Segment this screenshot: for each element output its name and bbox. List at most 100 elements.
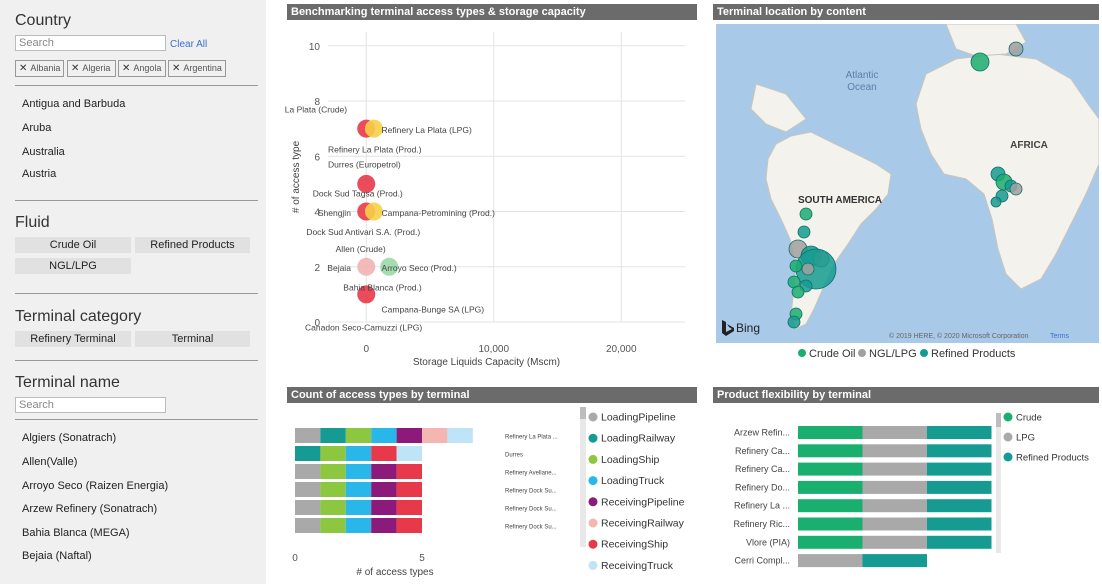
country-item[interactable]: Austria: [22, 168, 57, 180]
bar-segment[interactable]: [320, 500, 346, 515]
scatter-point[interactable]: [380, 257, 399, 276]
bar-segment[interactable]: [371, 446, 397, 461]
bar-segment[interactable]: [927, 426, 992, 439]
remove-icon[interactable]: ✕: [19, 63, 28, 74]
bar-segment[interactable]: [320, 518, 346, 533]
bar-segment[interactable]: [927, 480, 992, 494]
bar-segment[interactable]: [295, 518, 321, 533]
bar-segment[interactable]: [798, 480, 863, 494]
terminal-marker[interactable]: [990, 196, 1002, 208]
bar-segment[interactable]: [798, 426, 863, 439]
bar-segment[interactable]: [345, 518, 372, 533]
bar-segment[interactable]: [862, 444, 928, 458]
bar-segment[interactable]: [862, 462, 928, 476]
country-chip-angola[interactable]: ✕ Angola: [118, 60, 166, 77]
bar-segment[interactable]: [345, 428, 372, 443]
bar-segment[interactable]: [447, 428, 473, 443]
bar-segment[interactable]: [345, 464, 372, 479]
bar-segment[interactable]: [862, 517, 928, 531]
bar-segment[interactable]: [295, 464, 321, 479]
bar-segment[interactable]: [371, 518, 397, 533]
bar-segment[interactable]: [396, 464, 422, 479]
remove-icon[interactable]: ✕: [172, 63, 181, 74]
terminal-map[interactable]: Atlantic Ocean AFRICA SOUTH AMERICA Bing…: [716, 24, 1099, 343]
product-flexibility-chart[interactable]: Arzew Refin... Refinery Ca... Refinery Ca.…: [713, 405, 1102, 580]
bar-segment[interactable]: [927, 462, 992, 476]
bar-segment[interactable]: [862, 480, 928, 494]
country-item[interactable]: Australia: [22, 146, 65, 158]
terminal-item[interactable]: Allen(Valle): [22, 456, 78, 468]
terminal-marker[interactable]: [970, 52, 990, 72]
terminal-marker[interactable]: [1009, 182, 1023, 196]
bar-segment[interactable]: [320, 482, 346, 497]
bar-segment[interactable]: [798, 499, 863, 513]
bar-segment[interactable]: [396, 518, 422, 533]
category-terminal-button[interactable]: Terminal: [135, 331, 250, 347]
bar-segment[interactable]: [396, 446, 422, 461]
bar-segment[interactable]: [862, 554, 928, 568]
terminal-marker[interactable]: [789, 259, 803, 273]
terminal-marker[interactable]: [791, 285, 805, 299]
country-search-input[interactable]: Search: [15, 35, 166, 51]
bar-segment[interactable]: [798, 554, 863, 568]
legend-scrollbar-thumb[interactable]: [580, 407, 586, 419]
bar-segment[interactable]: [345, 500, 372, 515]
bar-segment[interactable]: [798, 444, 863, 458]
terminal-marker[interactable]: [787, 315, 801, 329]
terminal-item[interactable]: Algiers (Sonatrach): [22, 432, 117, 444]
country-chip-algeria[interactable]: ✕ Algeria: [67, 60, 116, 77]
scatter-point[interactable]: [357, 257, 376, 276]
bar-segment[interactable]: [371, 464, 397, 479]
remove-icon[interactable]: ✕: [71, 63, 80, 74]
bar-segment[interactable]: [862, 499, 928, 513]
terminal-item[interactable]: Bahia Blanca (MEGA): [22, 527, 130, 539]
bar-segment[interactable]: [396, 428, 422, 443]
bar-segment[interactable]: [798, 535, 863, 549]
bar-segment[interactable]: [345, 482, 372, 497]
bar-segment[interactable]: [396, 482, 422, 497]
terminal-marker[interactable]: [799, 207, 813, 221]
bar-segment[interactable]: [862, 535, 928, 549]
bar-segment[interactable]: [422, 428, 448, 443]
bar-segment[interactable]: [320, 464, 346, 479]
bar-segment[interactable]: [371, 500, 397, 515]
map-terms-link[interactable]: Terms: [1050, 333, 1070, 340]
terminal-item[interactable]: Arzew Refinery (Sonatrach): [22, 503, 158, 515]
access-types-chart[interactable]: Refinery La Plata ... Durres Refinery Avel…: [285, 405, 699, 580]
legend-scrollbar[interactable]: [580, 407, 586, 547]
bar-segment[interactable]: [927, 535, 992, 549]
country-item[interactable]: Aruba: [22, 122, 52, 134]
country-chip-albania[interactable]: ✕ Albania: [15, 60, 64, 77]
clear-all-link[interactable]: Clear All: [170, 39, 208, 50]
terminal-item[interactable]: Arroyo Seco (Raizen Energia): [22, 480, 169, 492]
bar-segment[interactable]: [295, 428, 321, 443]
terminal-marker[interactable]: [1008, 41, 1024, 57]
scatter-point[interactable]: [364, 119, 383, 138]
terminal-marker[interactable]: [801, 262, 815, 276]
bar-segment[interactable]: [862, 426, 928, 439]
bar-segment[interactable]: [927, 499, 992, 513]
terminal-search-input[interactable]: Search: [15, 397, 166, 413]
bar-segment[interactable]: [798, 462, 863, 476]
legend-scrollbar[interactable]: [996, 413, 1001, 553]
map-markers[interactable]: [787, 41, 1024, 329]
bar-segment[interactable]: [345, 446, 372, 461]
bar-segment[interactable]: [320, 446, 346, 461]
bar-segment[interactable]: [798, 517, 863, 531]
category-refinery-terminal-button[interactable]: Refinery Terminal: [15, 331, 131, 347]
fluid-refined-products-button[interactable]: Refined Products: [135, 237, 250, 253]
fluid-ngl-lpg-button[interactable]: NGL/LPG: [15, 258, 131, 274]
bar-segment[interactable]: [295, 482, 321, 497]
scatter-point[interactable]: [364, 202, 383, 221]
bar-segment[interactable]: [371, 428, 397, 443]
country-chip-argentina[interactable]: ✕ Argentina: [168, 60, 226, 77]
terminal-marker[interactable]: [797, 225, 811, 239]
bar-segment[interactable]: [396, 500, 422, 515]
bar-segment[interactable]: [295, 446, 321, 461]
scatter-point[interactable]: [357, 285, 376, 304]
bar-segment[interactable]: [320, 428, 346, 443]
country-item[interactable]: Antigua and Barbuda: [22, 98, 126, 110]
bar-segment[interactable]: [927, 517, 992, 531]
bar-segment[interactable]: [371, 482, 397, 497]
scatter-point[interactable]: [357, 174, 376, 193]
